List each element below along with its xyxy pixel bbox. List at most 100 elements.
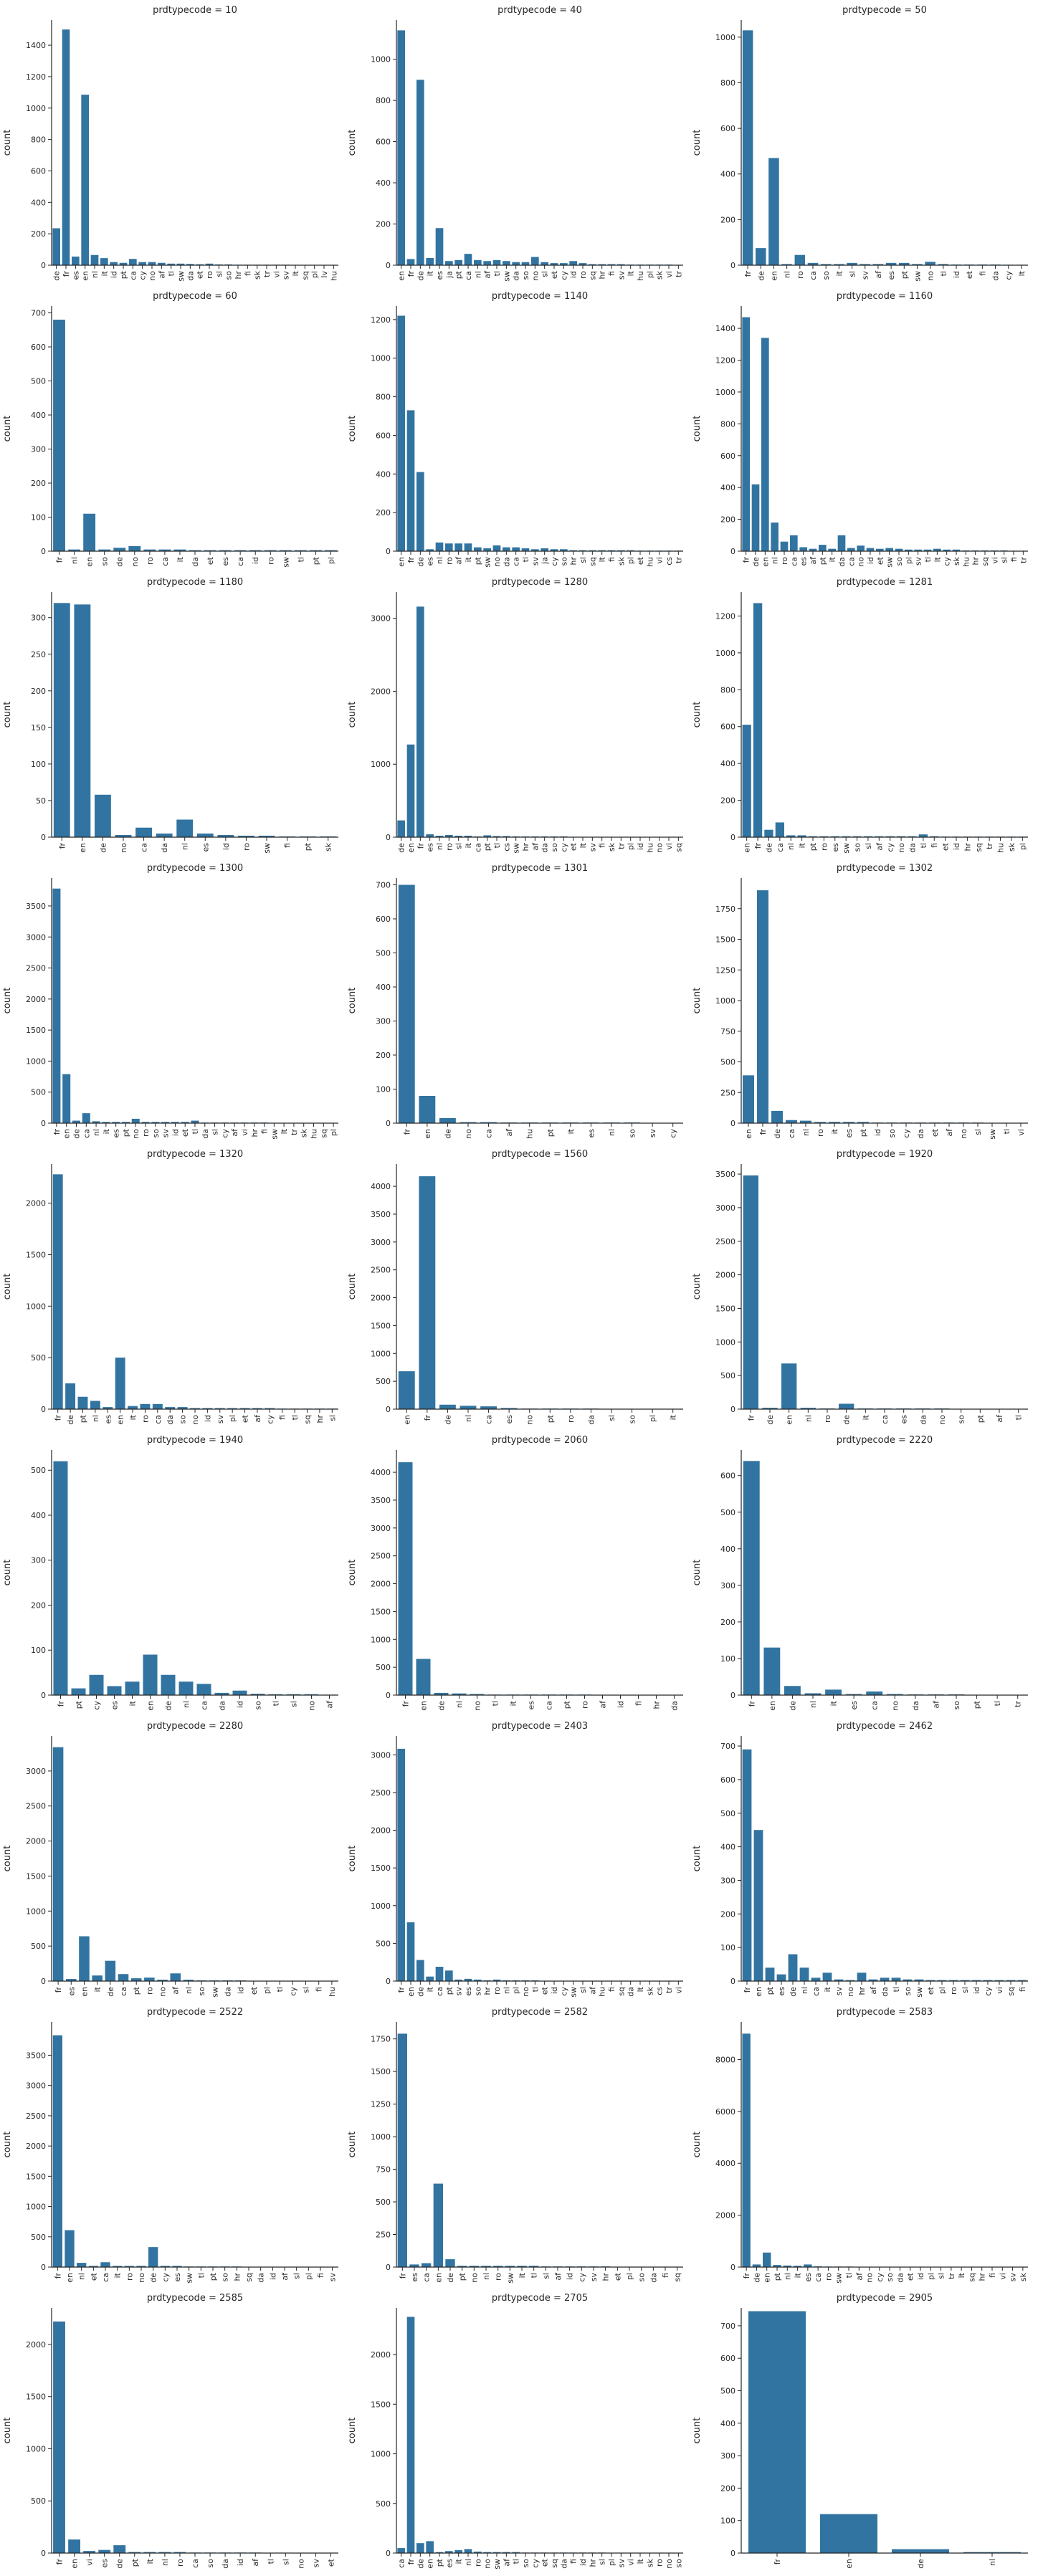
bar <box>264 550 277 551</box>
x-tick-label: it <box>128 1414 138 1420</box>
x-tick-label: ro <box>141 1415 150 1423</box>
y-tick-label: 0 <box>386 547 391 556</box>
bar <box>589 264 596 265</box>
bar <box>72 1120 80 1123</box>
x-tick-label: es <box>777 1987 786 1996</box>
x-tick-label: hr <box>234 271 243 280</box>
x-tick-label: ro <box>242 843 251 851</box>
bar <box>158 2552 171 2553</box>
bar <box>89 1674 104 1695</box>
x-tick-label: fr <box>62 271 71 277</box>
bar <box>53 603 70 837</box>
bar <box>454 543 462 551</box>
x-tick-label: it <box>828 556 837 562</box>
bar <box>125 1681 140 1695</box>
bar <box>914 549 922 551</box>
x-tick-label: so <box>674 2559 683 2568</box>
x-tick-label: ca <box>545 1701 554 1710</box>
y-tick-label: 700 <box>720 2322 735 2331</box>
x-tick-label: it <box>464 842 473 848</box>
bar <box>1006 1980 1016 1981</box>
x-tick-label: fr <box>758 1129 768 1135</box>
bar <box>454 1979 462 1981</box>
y-axis-label: count <box>347 2418 358 2444</box>
y-tick-label: 150 <box>31 723 46 733</box>
bar <box>454 259 462 265</box>
x-tick-label: hr <box>588 2559 597 2567</box>
x-tick-label: et <box>196 270 205 279</box>
x-tick-label: hr <box>250 1129 260 1137</box>
bar <box>92 1121 100 1123</box>
bar <box>454 2549 462 2553</box>
x-tick-label: sw <box>834 2273 844 2284</box>
bar <box>435 835 444 837</box>
x-tick-label: no <box>521 1987 530 1997</box>
bar <box>784 1686 801 1695</box>
bar <box>842 836 851 837</box>
y-tick-label: 0 <box>386 1691 391 1700</box>
x-tick-label: so <box>550 843 559 852</box>
x-tick-label: so <box>895 557 904 566</box>
x-tick-label: sl <box>598 2559 607 2565</box>
bar <box>834 1979 844 1981</box>
y-tick-label: 1000 <box>371 2132 391 2142</box>
bar <box>743 1175 758 1409</box>
bar <box>406 1922 415 1981</box>
bar <box>419 1096 436 1123</box>
x-tick-label: es <box>435 271 444 280</box>
bar <box>232 1690 247 1695</box>
facet-title: prdtypecode = 2583 <box>837 2007 933 2018</box>
x-tick-label: pl <box>926 2273 935 2280</box>
y-axis-label: count <box>2 988 13 1014</box>
x-tick-label: no <box>846 1987 855 1997</box>
bar <box>474 1979 482 1981</box>
y-tick-label: 500 <box>31 377 46 386</box>
bar <box>775 822 784 837</box>
bar <box>529 2266 539 2267</box>
y-tick-label: 0 <box>386 1405 391 1414</box>
bar <box>857 545 865 551</box>
x-tick-label: ca <box>191 2559 200 2568</box>
bar <box>214 1692 229 1695</box>
x-tick-label: de <box>416 557 425 567</box>
bar <box>800 1120 811 1123</box>
bar <box>279 550 292 551</box>
y-tick-label: 0 <box>730 2549 735 2558</box>
bar <box>167 263 175 265</box>
x-tick-label: pl <box>228 1415 237 1422</box>
bar <box>748 2311 806 2553</box>
facet-panel: prdtypecode = 10 0 200 400 600 800 1000 1200 140… <box>2 5 338 282</box>
facet-panel: prdtypecode = 1281 0 200 400 600 800 1000 1200 c… <box>692 577 1028 854</box>
x-tick-label: no <box>897 843 906 853</box>
y-tick-label: 0 <box>730 1119 735 1128</box>
x-tick-label: lt <box>291 270 300 276</box>
x-tick-label: sv <box>282 271 291 280</box>
x-tick-label: fr <box>743 1987 752 1993</box>
x-tick-label: ca <box>789 557 799 566</box>
bar <box>65 1383 76 1409</box>
x-tick-label: ca <box>200 1701 209 1710</box>
y-tick-label: 800 <box>720 78 735 87</box>
y-tick-label: 1000 <box>371 1635 391 1644</box>
bar <box>512 2552 520 2553</box>
x-tick-label: ca <box>82 1129 91 1138</box>
x-tick-label: so <box>822 271 831 280</box>
x-tick-label: de <box>437 1701 447 1711</box>
x-tick-label: sl <box>864 843 873 849</box>
bar <box>217 834 234 837</box>
x-tick-label: no <box>308 1701 317 1711</box>
bar <box>416 472 424 551</box>
x-tick-label: fr <box>53 2273 62 2279</box>
facet-panel: prdtypecode = 2522 0 500 1000 1500 2000 2500 30… <box>2 2007 338 2284</box>
y-axis-label: count <box>2 1274 13 1300</box>
bar <box>578 550 587 551</box>
x-tick-label: ca <box>847 557 856 566</box>
x-tick-label: sq <box>1006 1987 1016 1996</box>
y-tick-label: 300 <box>720 2451 735 2461</box>
y-tick-label: 100 <box>720 1654 735 1664</box>
y-tick-label: 1500 <box>715 1304 735 1313</box>
bar <box>807 262 819 265</box>
x-tick-label: es <box>410 2273 419 2282</box>
x-tick-label: pt <box>303 842 313 851</box>
x-tick-label: it <box>830 1128 839 1134</box>
